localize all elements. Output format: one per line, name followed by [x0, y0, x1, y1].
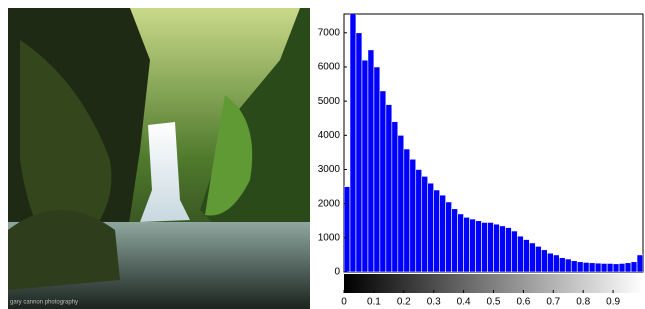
bar: [374, 67, 380, 272]
bar: [404, 149, 410, 272]
bar: [571, 261, 577, 272]
bar: [565, 259, 571, 272]
bar: [368, 50, 374, 272]
bar: [446, 202, 452, 272]
bar: [517, 236, 523, 272]
bar: [428, 183, 434, 272]
watermark: gary cannon photography: [10, 300, 78, 306]
screen: gary cannon photography 0 1000 2000 3000 400…: [0, 0, 645, 309]
bar: [392, 122, 398, 272]
bar: [541, 250, 547, 272]
bar: [553, 255, 559, 272]
bar: [482, 222, 488, 272]
bar: [440, 195, 446, 272]
bar: [470, 219, 476, 272]
y-tick-label: 7000: [318, 27, 341, 38]
bar: [350, 5, 356, 272]
bar: [380, 91, 386, 272]
bar: [458, 214, 464, 272]
x-tick-label: 0.3: [427, 297, 441, 308]
bar: [344, 187, 350, 272]
y-tick-label: 3000: [318, 164, 341, 175]
y-tick-label: 1000: [318, 232, 341, 243]
x-tick-label: 0.6: [516, 297, 530, 308]
bar: [607, 263, 613, 272]
bar: [535, 246, 541, 272]
x-tick-label: 0.2: [397, 297, 411, 308]
bar: [595, 263, 601, 272]
bar: [499, 226, 505, 272]
bar: [422, 176, 428, 272]
bar: [416, 169, 422, 272]
bar: [434, 190, 440, 272]
y-tick-label: 2000: [318, 198, 341, 209]
bar: [631, 262, 637, 272]
x-tick-label: 0.1: [367, 297, 381, 308]
x-tick-label: 0.5: [487, 297, 501, 308]
y-tick-label: 5000: [318, 96, 341, 107]
bar: [589, 263, 595, 272]
bar: [476, 221, 482, 272]
bar: [625, 263, 631, 272]
x-tick-label: 0: [341, 297, 347, 308]
bar: [494, 224, 500, 272]
bar: [356, 33, 362, 272]
bar: [505, 228, 511, 272]
bar: [601, 263, 607, 272]
bar: [583, 262, 589, 272]
bar: [511, 231, 517, 272]
bar: [559, 258, 565, 272]
photo: gary cannon photography: [8, 8, 310, 309]
y-tick-label: 4000: [318, 130, 341, 141]
y-tick-label: 0: [334, 267, 340, 278]
bar: [452, 209, 458, 272]
x-tick-label: 0.4: [457, 297, 471, 308]
x-tick-label: 0.7: [546, 297, 560, 308]
bar: [547, 253, 553, 272]
bar: [577, 262, 583, 272]
bar: [398, 135, 404, 272]
x-tick-label: 0.9: [606, 297, 620, 308]
bar: [488, 222, 494, 272]
bar: [386, 105, 392, 272]
bar: [637, 255, 643, 272]
bar: [362, 60, 368, 272]
bar: [464, 217, 470, 272]
bar: [613, 264, 619, 272]
bar: [619, 263, 625, 272]
bar: [523, 240, 529, 272]
x-tick-label: 0.8: [576, 297, 590, 308]
bar: [410, 159, 416, 272]
y-tick-label: 6000: [318, 62, 341, 73]
bar: [529, 243, 535, 272]
